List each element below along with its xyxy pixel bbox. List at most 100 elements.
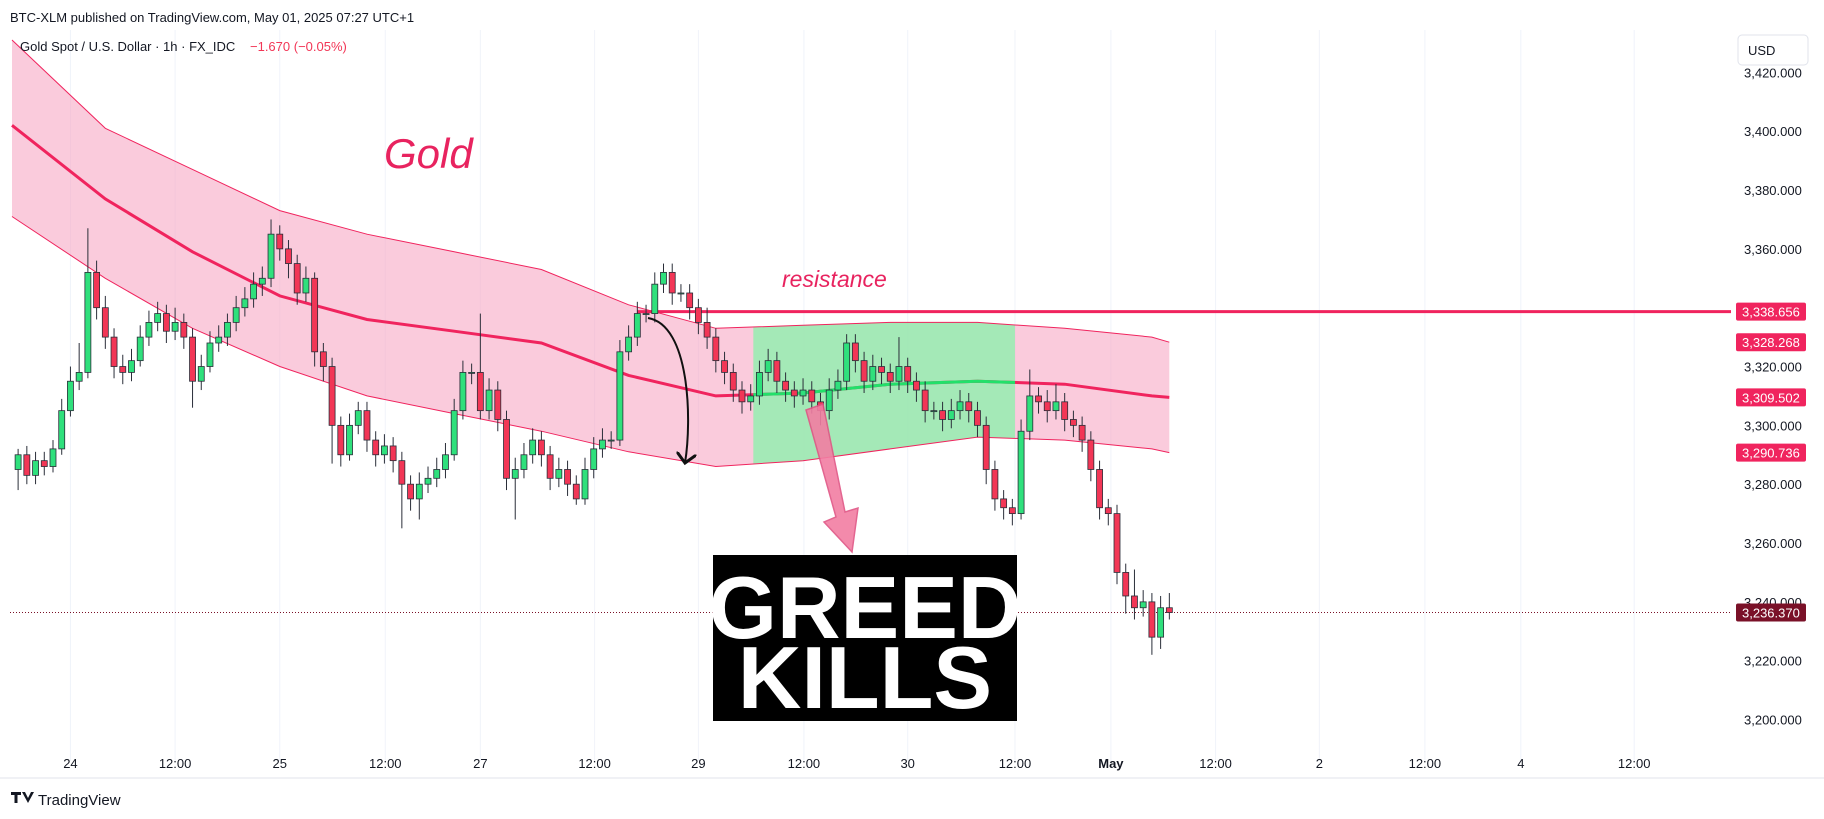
candle-body (206, 342, 214, 367)
x-tick-label: 12:00 (999, 756, 1032, 771)
candle-body (450, 410, 458, 456)
candle-body (1165, 607, 1173, 613)
price-label: 3,290.736 (1742, 446, 1800, 461)
resistance-label: resistance (782, 266, 887, 292)
axes: BTC-XLM published on TradingView.com, Ma… (0, 10, 1824, 809)
candle-body (232, 307, 240, 323)
price-label: 3,328.268 (1742, 335, 1800, 350)
candle-body (32, 460, 39, 476)
candle-body (930, 410, 938, 413)
kills-text: KILLS (738, 628, 992, 727)
candle-body (668, 271, 676, 294)
candle-body (424, 477, 432, 485)
candle-body (75, 372, 83, 382)
candle-body (485, 389, 493, 412)
candle-body (660, 271, 667, 285)
candle-body (799, 389, 807, 397)
candle-body (250, 283, 257, 300)
candle-body (1035, 395, 1042, 403)
price-label-box (1736, 388, 1806, 407)
candle-body (956, 401, 964, 412)
x-tick-label: 12:00 (159, 756, 192, 771)
band-middle (11, 124, 1170, 399)
candle-body (843, 342, 851, 382)
candle-body (136, 336, 144, 362)
candle-body (145, 322, 153, 338)
candle-body (180, 322, 188, 338)
candle-body (433, 469, 441, 479)
greed-box (713, 555, 1017, 721)
candle-body (1061, 401, 1069, 420)
y-tick-label: 3,280.000 (1744, 477, 1802, 492)
candle-body (285, 248, 292, 264)
candle-body (415, 483, 423, 500)
candle-body (886, 372, 894, 382)
candle-body (171, 322, 179, 332)
candle-body (23, 454, 31, 476)
candle-body (241, 298, 249, 309)
candle-body (1087, 439, 1095, 470)
candle-body (590, 448, 598, 470)
candle-body (564, 469, 571, 485)
candle-body (537, 439, 545, 456)
header: BTC-XLM published on TradingView.com, Ma… (10, 10, 414, 25)
candle-body (1017, 430, 1025, 515)
candle-body (546, 454, 554, 479)
price-label-box (1736, 333, 1806, 352)
x-tick-label: 12:00 (1199, 756, 1232, 771)
candle-body (712, 336, 720, 362)
candle-body (921, 389, 929, 412)
candle-body (764, 360, 772, 373)
brand: TradingView (38, 792, 121, 809)
currency[interactable]: USD (1748, 43, 1775, 58)
y-tick-label: 3,260.000 (1744, 536, 1802, 551)
candle-body (756, 372, 763, 397)
candle-body (442, 454, 449, 470)
candle-body (851, 342, 859, 362)
candle-body (381, 445, 388, 456)
y-tick-label: 3,300.000 (1744, 418, 1802, 433)
candle-body (459, 372, 467, 412)
candle-body (1052, 401, 1060, 412)
candle-body (790, 389, 798, 397)
price-label-box (1736, 603, 1806, 622)
candle-body (468, 372, 476, 374)
x-tick-label: 4 (1517, 756, 1524, 771)
y-tick-label: 3,200.000 (1744, 713, 1802, 728)
candle-body (738, 389, 746, 403)
candle-body (721, 360, 728, 373)
price-label: 3,309.502 (1742, 390, 1800, 405)
x-tick-label: May (1098, 756, 1124, 771)
candle-body (1157, 607, 1165, 638)
y-tick-label: 3,400.000 (1744, 124, 1802, 139)
candle-body (128, 360, 135, 373)
candle-body (93, 271, 101, 309)
candle-body (555, 469, 563, 479)
x-tick-label: 2 (1316, 756, 1323, 771)
price-label: 3,236.370 (1742, 606, 1800, 621)
x-tick-label: 24 (63, 756, 77, 771)
candle-body (1122, 572, 1130, 597)
candle-body (162, 313, 170, 332)
currency-button[interactable] (1737, 34, 1809, 66)
symbol: Gold Spot / U.S. Dollar · 1h · FX_IDC (20, 39, 235, 54)
candle-body (398, 460, 406, 485)
candle-body (511, 469, 519, 479)
y-tick-label: 3,380.000 (1744, 183, 1802, 198)
candle-body (1070, 419, 1077, 426)
candle-body (625, 336, 633, 353)
candle-body (572, 483, 580, 500)
candle-body (860, 360, 868, 382)
candle-body (14, 454, 22, 470)
candle-body (110, 336, 118, 367)
candle-body (895, 366, 903, 382)
candle-body (529, 439, 537, 456)
candle-body (1000, 498, 1008, 509)
candle-body (1104, 507, 1112, 515)
candle-body (581, 469, 589, 500)
candle-body (773, 360, 781, 382)
candle-body (40, 460, 48, 467)
candle-body (293, 263, 301, 294)
candle-body (1131, 595, 1138, 609)
x-tick-label: 12:00 (1409, 756, 1442, 771)
